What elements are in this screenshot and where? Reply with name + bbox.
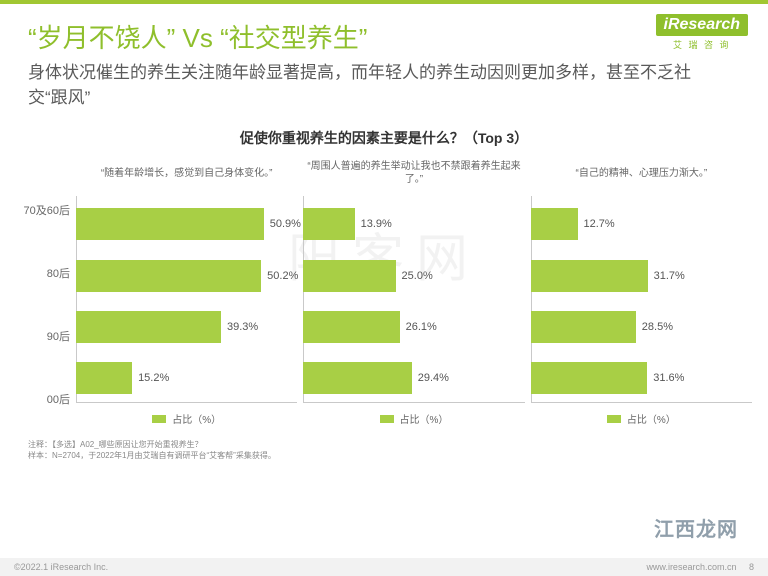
bar: 26.1% (303, 311, 399, 343)
bar: 25.0% (303, 260, 395, 292)
bars-group: 13.9% 25.0% 26.1% 29.4% (303, 200, 524, 403)
footnote-line: 注释：【多选】A02_哪些原因让您开始重视养生？ (28, 440, 744, 450)
bar-value: 25.0% (402, 270, 433, 282)
footer-left: ©2022.1 iResearch Inc. (14, 562, 108, 572)
bar: 39.3% (76, 311, 221, 343)
y-label: 00后 (18, 395, 70, 406)
bar: 12.7% (531, 208, 578, 240)
legend-swatch (380, 415, 394, 423)
footnote: 注释：【多选】A02_哪些原因让您开始重视养生？ 样本：N=2704，于2022… (28, 440, 744, 461)
bar: 28.5% (531, 311, 636, 343)
chart-panel-1: “随着年龄增长，感觉到自己身体变化。” 50.9% 50.2% 39.3% 15… (76, 156, 297, 426)
legend-label: 占比（%） (627, 411, 676, 426)
chart-panel-2: “周围人普遍的养生举动让我也不禁跟着养生起来了。” 13.9% 25.0% 26… (303, 156, 524, 426)
chart-panel-3: “自己的精神、心理压力渐大。” 12.7% 31.7% 28.5% 31.6% … (531, 156, 752, 426)
page-title: “岁月不饶人” Vs “社交型养生” (28, 18, 744, 55)
watermark-corner: 江西龙网 (654, 513, 738, 542)
legend-label: 占比（%） (400, 411, 449, 426)
y-label: 70及60后 (18, 206, 70, 217)
bar: 31.6% (531, 362, 648, 394)
bar-row: 31.7% (531, 252, 752, 300)
bar-value: 50.9% (270, 218, 301, 230)
bar-row: 26.1% (303, 303, 524, 351)
brand-logo-text: iResearch (656, 14, 749, 36)
panel-title: “随着年龄增长，感觉到自己身体变化。” (76, 156, 297, 190)
bar-row: 39.3% (76, 303, 297, 351)
bar-value: 28.5% (642, 321, 673, 333)
legend: 占比（%） (76, 411, 297, 426)
footer-page: 8 (749, 562, 754, 572)
legend: 占比（%） (531, 411, 752, 426)
bar-row: 31.6% (531, 354, 752, 402)
bar-row: 15.2% (76, 354, 297, 402)
legend-swatch (607, 415, 621, 423)
chart-title: 促使你重视养生的因素主要是什么？（Top 3） (0, 128, 768, 148)
bar: 13.9% (303, 208, 354, 240)
page-subtitle: 身体状况催生的养生关注随年龄显著提高，而年轻人的养生动因则更加多样，甚至不乏社交… (28, 61, 728, 110)
bars-group: 50.9% 50.2% 39.3% 15.2% (76, 200, 297, 403)
legend-swatch (152, 415, 166, 423)
panel-title: “周围人普遍的养生举动让我也不禁跟着养生起来了。” (303, 156, 524, 190)
bar-row: 28.5% (531, 303, 752, 351)
charts-container: 70及60后 80后 90后 00后 “随着年龄增长，感觉到自己身体变化。” 5… (76, 156, 752, 426)
bar: 50.9% (76, 208, 264, 240)
bar-value: 13.9% (361, 218, 392, 230)
footnote-line: 样本：N=2704，于2022年1月由艾瑞自有调研平台“艾客帮”采集获得。 (28, 451, 744, 461)
slide-root: iResearch 艾 瑞 咨 询 “岁月不饶人” Vs “社交型养生” 身体状… (0, 0, 768, 576)
bar-value: 31.6% (653, 372, 684, 384)
bar: 15.2% (76, 362, 132, 394)
bar-value: 39.3% (227, 321, 258, 333)
bar-row: 12.7% (531, 200, 752, 248)
bar-row: 50.9% (76, 200, 297, 248)
y-label: 80后 (18, 269, 70, 280)
legend: 占比（%） (303, 411, 524, 426)
brand-logo-sub: 艾 瑞 咨 询 (673, 38, 731, 51)
bar-value: 26.1% (406, 321, 437, 333)
footer-bar: ©2022.1 iResearch Inc. www.iresearch.com… (0, 558, 768, 576)
bar-value: 31.7% (654, 270, 685, 282)
bar-row: 29.4% (303, 354, 524, 402)
bar-row: 50.2% (76, 252, 297, 300)
bar-value: 15.2% (138, 372, 169, 384)
brand-logo: iResearch 艾 瑞 咨 询 (656, 14, 749, 51)
footer-url: www.iresearch.com.cn (646, 562, 736, 572)
y-axis-labels: 70及60后 80后 90后 00后 (18, 206, 70, 406)
bar-row: 13.9% (303, 200, 524, 248)
bar-value: 12.7% (584, 218, 615, 230)
panel-title: “自己的精神、心理压力渐大。” (531, 156, 752, 190)
bar: 31.7% (531, 260, 648, 292)
bar-row: 25.0% (303, 252, 524, 300)
bar-value: 29.4% (418, 372, 449, 384)
bar: 50.2% (76, 260, 261, 292)
bars-group: 12.7% 31.7% 28.5% 31.6% (531, 200, 752, 403)
legend-label: 占比（%） (172, 411, 221, 426)
bar: 29.4% (303, 362, 411, 394)
bar-value: 50.2% (267, 270, 298, 282)
y-label: 90后 (18, 332, 70, 343)
